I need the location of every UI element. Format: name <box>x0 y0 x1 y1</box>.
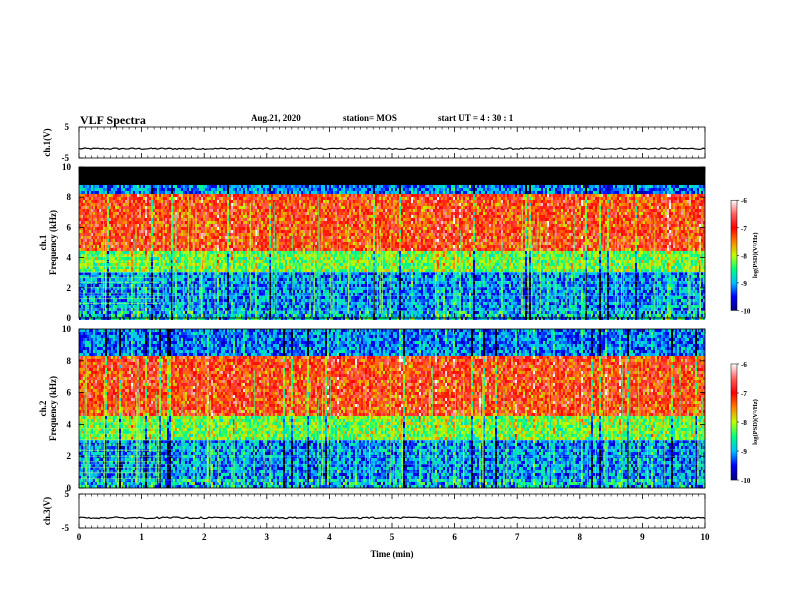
ch1-waveform: 5 -5 <box>62 122 706 163</box>
chart-title: VLF Spectra <box>80 113 146 128</box>
x-tick-label: 5 <box>390 532 395 542</box>
colorbar-tick-label: -10 <box>741 307 751 315</box>
y-tick-label: 10 <box>62 162 72 172</box>
start-ut-label: start UT = 4 : 30 : 1 <box>438 113 513 123</box>
x-axis-label: Time (min) <box>370 549 413 559</box>
colorbar-tick-label: -6 <box>741 197 747 205</box>
y-tick-label: 0 <box>67 483 72 493</box>
colorbar-tick-label: -8 <box>741 419 747 427</box>
station-label: station= MOS <box>343 113 397 123</box>
x-tick-label: 6 <box>452 532 457 542</box>
y-tick-label: -5 <box>62 523 70 533</box>
colorbar-tick-label: -7 <box>741 225 747 233</box>
y-tick-label: 0 <box>67 313 72 323</box>
y-axis-label: ch.2Frequency (kHz) <box>38 376 58 441</box>
ch3-waveform: 5 -5 <box>62 489 706 533</box>
y-tick-label: 6 <box>67 388 72 398</box>
colorbar-tick-label: -9 <box>741 280 747 288</box>
date-label: Aug.21, 2020 <box>251 113 301 123</box>
colorbar-tick-label: -8 <box>741 252 747 260</box>
waveform-trace <box>78 147 706 151</box>
x-tick-label: 1 <box>139 532 144 542</box>
y-tick-label: -5 <box>62 153 70 163</box>
y-tick-label: 8 <box>67 192 72 202</box>
waveform-trace <box>78 516 706 520</box>
colorbar-tick-label: -9 <box>741 448 747 456</box>
x-tick-label: 2 <box>202 532 207 542</box>
y-tick-label: 4 <box>67 253 72 263</box>
colorbar-label: log(PSD)(V²/Hz) <box>752 399 759 445</box>
y-tick-label: 10 <box>62 324 72 334</box>
x-tick-label: 3 <box>265 532 270 542</box>
ch2-spectrogram: 0 2 4 6 8 10 -6 -7 -8 -9 -10 log(PSD)(V²/Hz) <box>62 324 759 493</box>
y-tick-label: 6 <box>67 222 72 232</box>
y-axis-label: ch.1Frequency (kHz) <box>38 210 58 275</box>
x-tick-label: 0 <box>77 532 82 542</box>
colorbar-tick-label: -10 <box>741 477 751 485</box>
y-axis-label: ch.3(V) <box>42 497 52 525</box>
y-tick-label: 5 <box>65 122 70 132</box>
x-ticks: 0 1 2 3 4 5 6 7 8 9 10 <box>77 494 710 542</box>
y-axis-label: ch.1(V) <box>42 128 52 156</box>
panel-frame <box>78 493 706 529</box>
y-tick-label: 5 <box>65 489 70 499</box>
colorbar <box>730 363 738 481</box>
y-tick-label: 8 <box>67 356 72 366</box>
x-ticks <box>78 329 706 488</box>
ch1-spectrogram: 0 2 4 6 8 10 -6 -7 -8 -9 -10 log(PSD)(V²/Hz) <box>62 162 759 323</box>
x-tick-label: 7 <box>515 532 520 542</box>
colorbar-label: log(PSD)(V²/Hz) <box>752 233 759 279</box>
x-tick-label: 9 <box>640 532 645 542</box>
x-tick-label: 10 <box>701 532 711 542</box>
x-tick-label: 4 <box>327 532 332 542</box>
y-tick-label: 2 <box>67 451 72 461</box>
x-ticks <box>78 127 706 158</box>
y-tick-label: 2 <box>67 283 72 293</box>
y-tick-label: 4 <box>67 419 72 429</box>
colorbar <box>730 199 738 311</box>
x-tick-label: 8 <box>578 532 583 542</box>
colorbar-tick-label: -7 <box>741 390 747 398</box>
colorbar-tick-label: -6 <box>741 361 747 369</box>
x-ticks <box>78 167 706 318</box>
